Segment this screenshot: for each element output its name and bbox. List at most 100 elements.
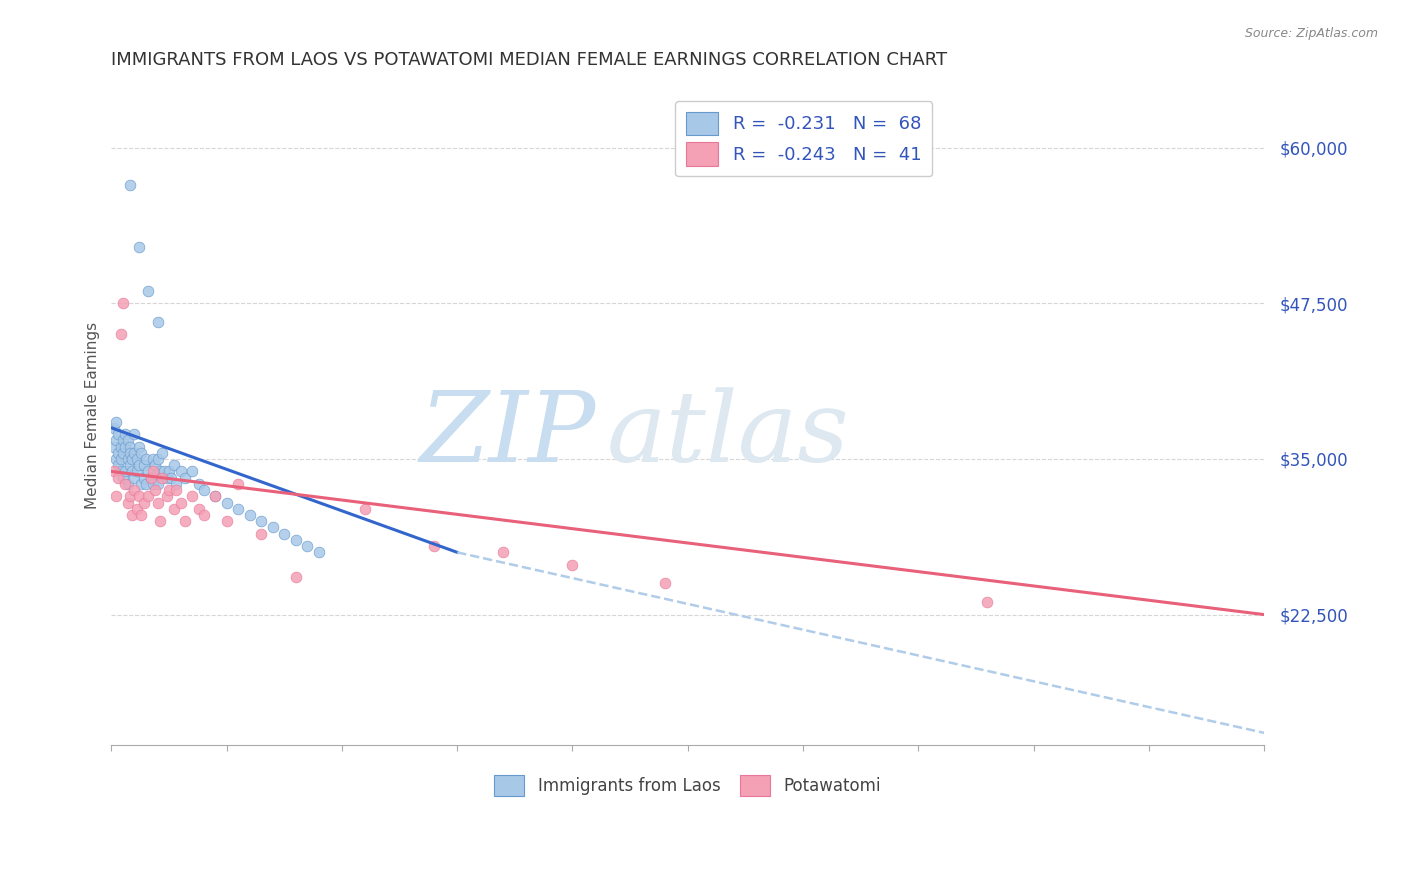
Point	[174, 514, 197, 528]
Point	[125, 464, 148, 478]
Point	[105, 452, 128, 467]
Point	[157, 483, 180, 497]
Point	[239, 508, 262, 522]
Point	[103, 464, 125, 478]
Point	[354, 501, 377, 516]
Point	[118, 458, 141, 473]
Point	[131, 476, 153, 491]
Point	[169, 495, 191, 509]
Point	[105, 434, 128, 448]
Point	[215, 514, 238, 528]
Point	[492, 545, 515, 559]
Point	[117, 476, 139, 491]
Point	[111, 296, 134, 310]
Point	[165, 476, 187, 491]
Point	[105, 415, 128, 429]
Point	[273, 526, 295, 541]
Point	[156, 489, 179, 503]
Point	[139, 470, 162, 484]
Point	[124, 470, 146, 484]
Point	[117, 495, 139, 509]
Point	[654, 576, 676, 591]
Point	[204, 489, 226, 503]
Point	[125, 452, 148, 467]
Point	[103, 440, 125, 454]
Point	[150, 446, 173, 460]
Point	[165, 483, 187, 497]
Point	[136, 489, 159, 503]
Point	[105, 489, 128, 503]
Point	[103, 421, 125, 435]
Text: ZIP: ZIP	[419, 387, 596, 483]
Point	[110, 452, 132, 467]
Point	[110, 327, 132, 342]
Point	[250, 526, 273, 541]
Point	[124, 483, 146, 497]
Point	[132, 458, 155, 473]
Point	[163, 458, 186, 473]
Y-axis label: Median Female Earnings: Median Female Earnings	[86, 322, 100, 509]
Point	[284, 570, 307, 584]
Point	[149, 514, 172, 528]
Point	[142, 464, 165, 478]
Point	[163, 501, 186, 516]
Point	[169, 464, 191, 478]
Text: atlas: atlas	[607, 387, 849, 483]
Point	[111, 434, 134, 448]
Point	[193, 483, 215, 497]
Point	[117, 434, 139, 448]
Point	[284, 533, 307, 547]
Legend: Immigrants from Laos, Potawatomi: Immigrants from Laos, Potawatomi	[488, 768, 887, 803]
Point	[107, 446, 129, 460]
Point	[136, 464, 159, 478]
Point	[124, 446, 146, 460]
Point	[157, 464, 180, 478]
Point	[146, 315, 169, 329]
Point	[188, 501, 211, 516]
Point	[297, 539, 319, 553]
Point	[308, 545, 330, 559]
Point	[142, 476, 165, 491]
Point	[135, 476, 157, 491]
Point	[107, 427, 129, 442]
Point	[174, 470, 197, 484]
Point	[114, 427, 136, 442]
Point	[111, 446, 134, 460]
Point	[117, 452, 139, 467]
Point	[188, 476, 211, 491]
Point	[118, 446, 141, 460]
Point	[976, 595, 998, 609]
Point	[143, 483, 166, 497]
Point	[132, 470, 155, 484]
Point	[132, 495, 155, 509]
Text: IMMIGRANTS FROM LAOS VS POTAWATOMI MEDIAN FEMALE EARNINGS CORRELATION CHART: IMMIGRANTS FROM LAOS VS POTAWATOMI MEDIA…	[111, 51, 948, 69]
Point	[139, 470, 162, 484]
Point	[118, 440, 141, 454]
Point	[135, 452, 157, 467]
Point	[226, 476, 249, 491]
Point	[423, 539, 446, 553]
Point	[125, 501, 148, 516]
Point	[146, 495, 169, 509]
Point	[128, 240, 150, 254]
Point	[121, 452, 143, 467]
Point	[107, 470, 129, 484]
Point	[114, 464, 136, 478]
Point	[250, 514, 273, 528]
Point	[193, 508, 215, 522]
Point	[128, 489, 150, 503]
Point	[181, 489, 204, 503]
Point	[110, 464, 132, 478]
Point	[146, 476, 169, 491]
Point	[114, 440, 136, 454]
Point	[215, 495, 238, 509]
Point	[128, 440, 150, 454]
Point	[153, 464, 176, 478]
Point	[150, 470, 173, 484]
Point	[131, 508, 153, 522]
Point	[128, 458, 150, 473]
Point	[110, 440, 132, 454]
Point	[262, 520, 284, 534]
Point	[131, 446, 153, 460]
Text: Source: ZipAtlas.com: Source: ZipAtlas.com	[1244, 27, 1378, 40]
